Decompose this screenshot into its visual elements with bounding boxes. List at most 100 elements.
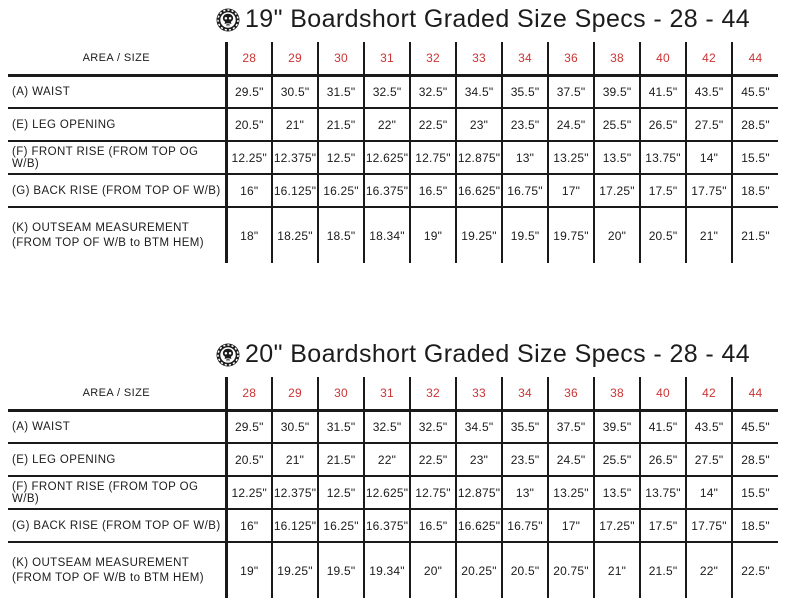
spec-cell: 13.75"	[639, 476, 686, 510]
size-header-cell: 29	[271, 377, 318, 412]
spec-cell: 19.34"	[363, 542, 410, 598]
spec-cell: 12.25"	[224, 141, 272, 175]
spec-cell: 20.75"	[547, 542, 594, 598]
spec-cell: 12.375"	[271, 141, 318, 175]
spec-cell: 20"	[409, 542, 456, 598]
area-size-header: AREA / SIZE	[8, 42, 226, 77]
spec-cell: 17.25"	[593, 174, 640, 208]
spec-cell: 12.375"	[271, 476, 318, 510]
spec-table-19: AREA / SIZE 28 29 30 31 32 33 34 36 38 4…	[8, 42, 778, 263]
spec-cell: 12.75"	[409, 141, 456, 175]
spec-cell: 16.5"	[409, 509, 456, 543]
spec-cell: 34.5"	[455, 75, 502, 109]
row-label: (F) FRONT RISE (FROM TOP OG W/B)	[8, 141, 226, 175]
spec-cell: 18.34"	[363, 207, 410, 263]
spec-cell: 18.5"	[731, 509, 778, 543]
spec-cell: 19"	[224, 542, 272, 598]
spec-row-back-rise: (G) BACK RISE (FROM TOP OF W/B) 16" 16.1…	[8, 509, 778, 543]
spec-cell: 23.5"	[501, 443, 548, 477]
title-row-19: 19" Boardshort Graded Size Specs - 28 - …	[216, 5, 750, 34]
spec-cell: 32.5"	[363, 410, 410, 444]
spec-cell: 21.5"	[731, 207, 778, 263]
spec-cell: 20"	[593, 207, 640, 263]
row-label: (G) BACK RISE (FROM TOP OF W/B)	[8, 509, 226, 543]
spec-cell: 16.125"	[271, 174, 318, 208]
spec-cell: 20.5"	[224, 443, 272, 477]
spec-cell: 20.5"	[224, 108, 272, 142]
spec-cell: 16.25"	[317, 509, 364, 543]
spec-cell: 23.5"	[501, 108, 548, 142]
spec-cell: 12.5"	[317, 141, 364, 175]
spec-cell: 12.625"	[363, 141, 410, 175]
row-label-line1: (K) OUTSEAM MEASUREMENT	[12, 221, 190, 234]
spec-cell: 13.25"	[547, 141, 594, 175]
spec-cell: 15.5"	[731, 141, 778, 175]
size-header-cell: 28	[224, 42, 272, 77]
spec-cell: 16.375"	[363, 174, 410, 208]
spec-table-20: AREA / SIZE 28 29 30 31 32 33 34 36 38 4…	[8, 377, 778, 598]
spec-cell: 31.5"	[317, 410, 364, 444]
spec-cell: 22"	[363, 443, 410, 477]
spec-cell: 22.5"	[409, 108, 456, 142]
row-label: (K) OUTSEAM MEASUREMENT (FROM TOP OF W/B…	[8, 542, 226, 598]
spec-row-back-rise: (G) BACK RISE (FROM TOP OF W/B) 16" 16.1…	[8, 174, 778, 208]
spec-cell: 19.25"	[271, 542, 318, 598]
row-label: (F) FRONT RISE (FROM TOP OG W/B)	[8, 476, 226, 510]
size-header-cell: 34	[501, 42, 548, 77]
row-label: (G) BACK RISE (FROM TOP OF W/B)	[8, 174, 226, 208]
spec-cell: 25.5"	[593, 108, 640, 142]
spec-cell: 14"	[685, 476, 732, 510]
spec-cell: 17"	[547, 509, 594, 543]
row-label: (E) LEG OPENING	[8, 443, 226, 477]
spec-cell: 43.5"	[685, 410, 732, 444]
spec-cell: 16.125"	[271, 509, 318, 543]
spec-cell: 22"	[685, 542, 732, 598]
spec-cell: 32.5"	[409, 410, 456, 444]
spec-row-leg-opening: (E) LEG OPENING 20.5" 21" 21.5" 22" 22.5…	[8, 108, 778, 142]
spec-cell: 35.5"	[501, 75, 548, 109]
spec-cell: 32.5"	[409, 75, 456, 109]
spec-cell: 32.5"	[363, 75, 410, 109]
spec-cell: 18"	[224, 207, 272, 263]
spec-cell: 41.5"	[639, 410, 686, 444]
title-row-20: 20" Boardshort Graded Size Specs - 28 - …	[216, 340, 750, 369]
spec-cell: 14"	[685, 141, 732, 175]
brand-skull-badge-icon	[216, 343, 240, 367]
spec-cell: 22"	[363, 108, 410, 142]
spec-cell: 26.5"	[639, 443, 686, 477]
spec-cell: 19"	[409, 207, 456, 263]
spec-cell: 39.5"	[593, 410, 640, 444]
brand-skull-badge-icon	[216, 8, 240, 32]
size-header-cell: 32	[409, 377, 456, 412]
spec-cell: 17.75"	[685, 509, 732, 543]
spec-row-outseam: (K) OUTSEAM MEASUREMENT (FROM TOP OF W/B…	[8, 207, 778, 263]
spec-cell: 21.5"	[317, 108, 364, 142]
spec-cell: 16"	[224, 174, 272, 208]
spec-cell: 18.5"	[731, 174, 778, 208]
size-header-cell: 38	[593, 42, 640, 77]
spec-cell: 37.5"	[547, 75, 594, 109]
spec-cell: 13.5"	[593, 476, 640, 510]
spec-cell: 16.625"	[455, 509, 502, 543]
spec-cell: 17.5"	[639, 174, 686, 208]
spec-cell: 20.5"	[501, 542, 548, 598]
size-header-cell: 28	[224, 377, 272, 412]
row-label: (A) WAIST	[8, 410, 226, 444]
spec-cell: 29.5"	[224, 75, 272, 109]
spec-cell: 30.5"	[271, 75, 318, 109]
spec-cell: 20.25"	[455, 542, 502, 598]
spec-cell: 16.75"	[501, 509, 548, 543]
spec-cell: 13.25"	[547, 476, 594, 510]
size-header-cell: 40	[639, 377, 686, 412]
spec-cell: 19.5"	[317, 542, 364, 598]
spec-cell: 45.5"	[731, 75, 778, 109]
spec-row-front-rise: (F) FRONT RISE (FROM TOP OG W/B) 12.25" …	[8, 141, 778, 175]
row-label-line1: (K) OUTSEAM MEASUREMENT	[12, 556, 190, 569]
spec-row-leg-opening: (E) LEG OPENING 20.5" 21" 21.5" 22" 22.5…	[8, 443, 778, 477]
size-header-cell: 32	[409, 42, 456, 77]
spec-cell: 21"	[271, 443, 318, 477]
spec-cell: 15.5"	[731, 476, 778, 510]
spec-cell: 31.5"	[317, 75, 364, 109]
spec-cell: 19.75"	[547, 207, 594, 263]
spec-cell: 21"	[271, 108, 318, 142]
